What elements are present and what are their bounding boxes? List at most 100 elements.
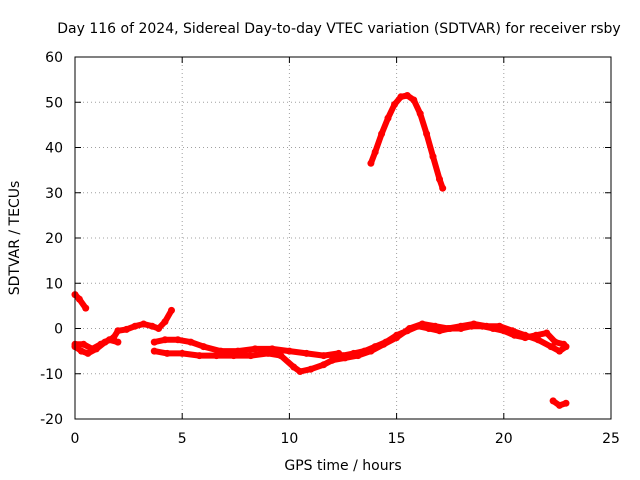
sdtvar-point: [131, 322, 139, 330]
data-series: [71, 92, 570, 409]
sdtvar-point: [77, 347, 85, 355]
sdtvar-point: [328, 356, 336, 364]
sdtvar-point: [410, 96, 418, 104]
sdtvar-point: [187, 338, 195, 346]
sdtvar-point: [290, 363, 298, 371]
sdtvar-point: [296, 368, 304, 375]
y-tick-label: 0: [54, 322, 63, 338]
sdtvar-point: [200, 343, 208, 351]
y-tick-label: 30: [45, 186, 63, 202]
sdtvar-point: [82, 304, 90, 312]
sdtvar-point: [549, 397, 557, 405]
x-tick-label: 0: [71, 431, 80, 447]
y-axis-label: SDTVAR / TECUs: [7, 181, 23, 296]
sdtvar-point: [367, 159, 375, 167]
sdtvar-point: [380, 340, 388, 348]
sdtvar-point: [429, 153, 437, 161]
sdtvar-point: [168, 306, 175, 314]
sdtvar-point: [105, 336, 113, 344]
sdtvar-point: [457, 322, 465, 330]
sdtvar-point: [556, 347, 563, 355]
x-tick-label: 5: [178, 431, 187, 447]
sdtvar-point: [277, 352, 285, 360]
sdtvar-point: [251, 345, 259, 353]
sdtvar-point: [403, 92, 411, 99]
tick-labels: 0 5 10 15 20 25 -20 -10 0 10 20 30 40 50 60: [40, 50, 620, 447]
sdtvar-point: [84, 349, 92, 357]
sdtvar-point: [508, 327, 516, 335]
sdtvar-point: [320, 361, 328, 369]
sdtvar-point: [285, 347, 293, 355]
sdtvar-point: [496, 322, 503, 330]
sdtvar-point: [416, 110, 424, 118]
grid-lines: [75, 57, 611, 419]
sdtvar-point: [384, 114, 392, 122]
sdtvar-point: [161, 336, 169, 344]
sdtvar-point: [213, 352, 220, 360]
sdtvar-point: [247, 352, 255, 360]
sdtvar-point: [88, 345, 96, 353]
axis-ticks: [74, 56, 612, 420]
sdtvar-point: [418, 320, 426, 328]
sdtvar-point: [140, 320, 148, 328]
sdtvar-point: [268, 345, 276, 353]
y-tick-label: -10: [40, 367, 63, 383]
sdtvar-point: [150, 338, 158, 346]
sdtvar-point: [148, 322, 156, 330]
sdtvar-point: [391, 101, 398, 108]
sdtvar-point: [264, 349, 272, 357]
sdtvar-point: [371, 148, 379, 156]
sdtvar-point: [320, 352, 328, 360]
sdtvar-point: [378, 130, 386, 138]
sdtvar-point: [155, 325, 163, 332]
x-tick-label: 25: [602, 431, 620, 447]
sdtvar-point: [423, 130, 431, 138]
sdtvar-point: [230, 352, 238, 360]
sdtvar-point: [307, 365, 315, 373]
sdtvar-point: [562, 343, 570, 351]
sdtvar-point: [393, 334, 401, 342]
sdtvar-point: [75, 295, 83, 303]
sdtvar-point: [163, 349, 171, 357]
sdtvar-point: [161, 318, 169, 326]
sdtvar-point: [97, 340, 105, 348]
x-tick-label: 10: [280, 431, 298, 447]
sdtvar-point: [534, 336, 542, 344]
y-tick-label: 10: [45, 276, 63, 292]
sdtvar-point: [483, 322, 491, 330]
sdtvar-point: [174, 336, 182, 344]
chart-title: Day 116 of 2024, Sidereal Day-to-day VTE…: [57, 21, 620, 37]
sdtvar-point: [521, 331, 529, 339]
x-tick-label: 15: [388, 431, 406, 447]
y-tick-label: 60: [45, 50, 63, 66]
sdtvar-point: [470, 320, 478, 328]
sdtvar-point: [556, 401, 563, 409]
sdtvar-point: [123, 325, 130, 333]
sdtvar-point: [354, 352, 362, 360]
sdtvar-point: [114, 338, 122, 346]
sdtvar-point: [341, 354, 349, 362]
sdtvar-point: [562, 399, 570, 407]
sdtvar-point: [397, 93, 405, 101]
sdtvar-point: [436, 175, 443, 183]
sdtvar-point: [444, 325, 452, 332]
sdtvar-point: [431, 322, 439, 330]
sdtvar-point: [406, 325, 413, 332]
sdtvar-point: [80, 340, 88, 348]
sdtvar-point: [367, 347, 375, 355]
x-axis-label: GPS time / hours: [284, 458, 401, 474]
y-tick-label: 40: [45, 141, 63, 157]
sdtvar-point: [551, 338, 559, 346]
sdtvar-point: [195, 352, 203, 360]
x-tick-label: 20: [495, 431, 513, 447]
y-tick-label: 20: [45, 231, 63, 247]
y-tick-label: 50: [45, 95, 63, 111]
sdtvar-point: [303, 349, 311, 357]
sdtvar-track-8: [367, 92, 446, 192]
sdtvar-point: [543, 329, 551, 337]
sdtvar-point: [547, 343, 555, 351]
y-tick-label: -20: [40, 412, 63, 428]
sdtvar-point: [178, 349, 186, 357]
sdtvar-point: [439, 184, 447, 192]
